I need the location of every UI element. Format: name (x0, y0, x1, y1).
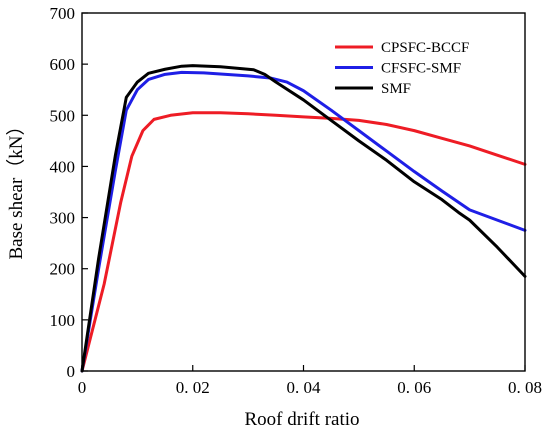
y-tick-label: 200 (50, 260, 76, 279)
x-axis-title: Roof drift ratio (244, 409, 359, 430)
y-tick-label: 100 (50, 311, 76, 330)
legend-label: CFSFC-SMF (381, 61, 461, 77)
series-layer (80, 64, 527, 373)
x-tick-label: 0. 08 (508, 378, 542, 397)
y-tick-label: 300 (50, 209, 76, 228)
series-line-2 (80, 64, 527, 373)
y-tick-label: 400 (50, 157, 76, 176)
y-tick-label: 500 (50, 106, 76, 125)
x-tick-label: 0. 06 (397, 378, 431, 397)
legend-label: CPSFC-BCCF (381, 40, 469, 56)
legend-label: SMF (381, 81, 411, 97)
y-tick-label: 700 (50, 4, 76, 23)
series-line-1 (80, 70, 527, 373)
tick-layer: 0 0. 02 0. 04 0. 06 0. 08 0 100 200 300 400 500 600… (50, 4, 543, 397)
y-axis-title: Base shear（kN） (5, 117, 27, 260)
x-tick-label: 0 (78, 378, 87, 397)
series-line-0 (80, 111, 527, 373)
x-tick-label: 0. 02 (176, 378, 210, 397)
y-tick-label: 600 (50, 55, 76, 74)
y-tick-label: 0 (67, 362, 76, 381)
x-tick-label: 0. 04 (287, 378, 322, 397)
legend: CPSFC-BCCF CFSFC-SMF SMF (335, 40, 469, 97)
